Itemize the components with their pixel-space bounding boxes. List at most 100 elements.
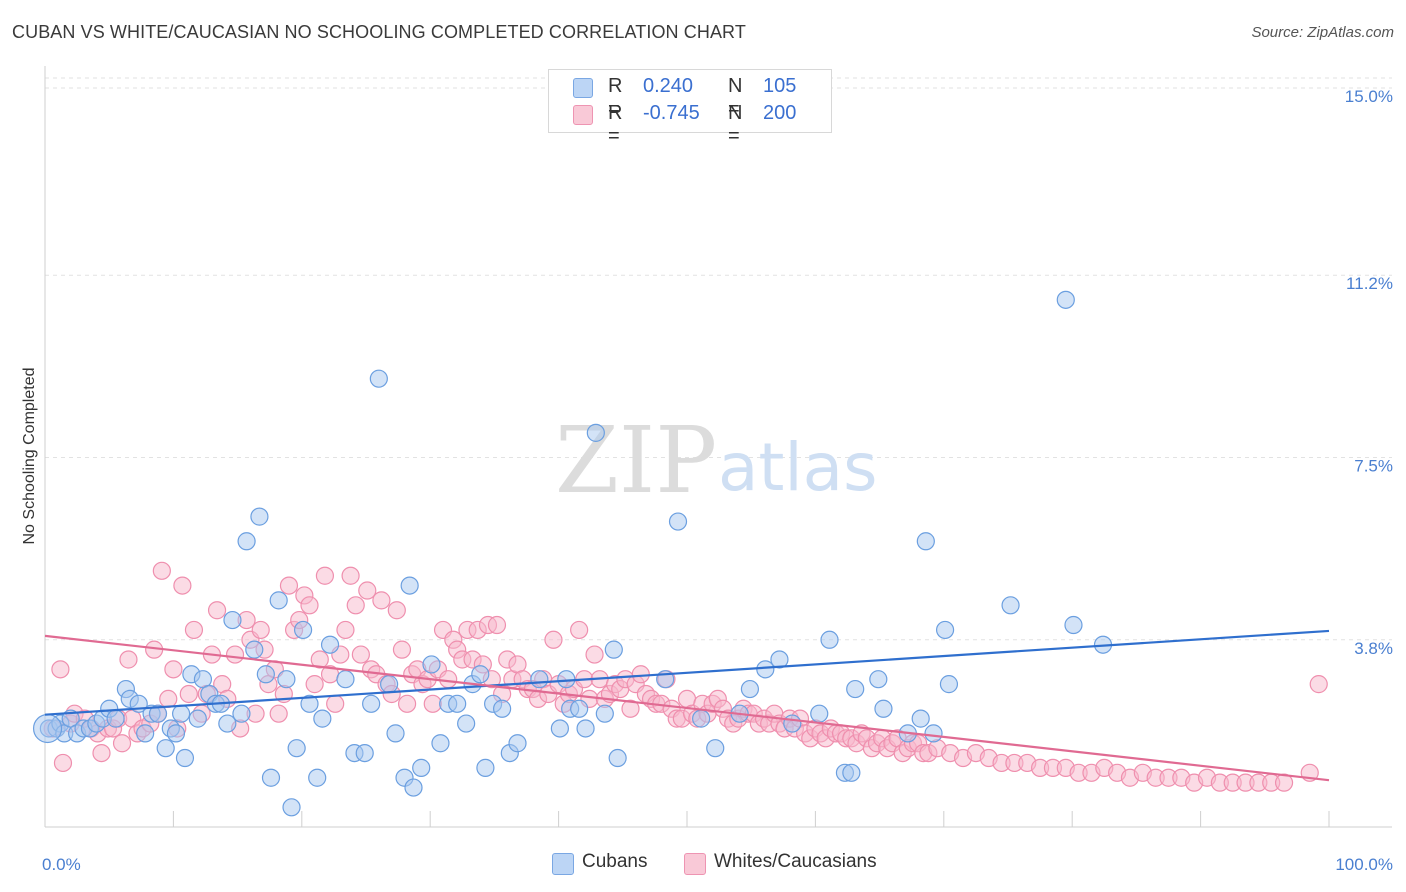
white-point (387, 601, 406, 620)
cuban-point (422, 655, 441, 674)
white-point (621, 699, 640, 718)
white-point (112, 734, 132, 753)
n-label: N = (728, 75, 743, 120)
n-value: 105 (763, 75, 797, 97)
cuban-point (668, 512, 688, 531)
white-point (225, 645, 245, 664)
cuban-point (448, 694, 467, 713)
cuban-point (166, 724, 186, 743)
cuban-point (277, 670, 296, 689)
x-tick-label-0: 0.0% (42, 855, 81, 874)
cuban-point (400, 576, 419, 595)
cuban-point (783, 714, 802, 733)
trend-lines (44, 629, 1330, 782)
n-value: 200 (763, 102, 797, 124)
cuban-point (530, 670, 549, 689)
cuban-point (595, 704, 614, 723)
cuban-point (369, 369, 388, 388)
cuban-point (508, 734, 527, 753)
white-point (269, 704, 288, 723)
cuban-point (820, 630, 839, 649)
cuban-point (313, 709, 332, 728)
white-point (487, 615, 507, 635)
y-tick-label-1: 11.2% (1346, 274, 1393, 293)
cuban-point (706, 739, 725, 758)
cuban-point (431, 734, 450, 753)
white-point (358, 581, 377, 600)
cuban-point (842, 763, 861, 782)
white-point (310, 650, 329, 669)
cuban-point (869, 670, 888, 689)
white-point (423, 694, 442, 713)
cuban-point (935, 620, 955, 640)
y-tick-label-3: 3.8% (1354, 639, 1393, 658)
cuban-point (148, 704, 168, 723)
legend-label-cubans: Cubans (582, 851, 648, 872)
cuban-point (476, 758, 495, 777)
cuban-point (237, 532, 256, 551)
r-label: R = (608, 102, 623, 147)
white-point (279, 576, 299, 595)
chart-title: CUBAN VS WHITE/CAUCASIAN NO SCHOOLING CO… (12, 22, 746, 42)
cuban-point (1001, 596, 1020, 615)
cuban-point (550, 719, 569, 738)
cuban-point (32, 713, 63, 744)
white-point (336, 620, 355, 640)
legend-swatch-cubans (573, 78, 593, 98)
white-point (152, 561, 171, 580)
axes (44, 66, 1392, 828)
cuban-point (740, 679, 760, 699)
cuban-point (939, 675, 959, 694)
white-point (326, 694, 345, 713)
cuban-point (471, 665, 490, 684)
cuban-point (911, 709, 930, 728)
cubans-points (32, 290, 1113, 817)
white-point (92, 743, 111, 763)
white-point (179, 684, 198, 704)
cuban-point (218, 714, 237, 733)
white-point (544, 630, 563, 649)
legend-label-whites: Whites/Caucasians (714, 851, 877, 872)
legend-swatch-cubans (552, 853, 574, 875)
cuban-point (692, 709, 711, 728)
cuban-point (916, 532, 935, 551)
cuban-point (608, 748, 627, 768)
cuban-point (412, 758, 431, 777)
white-point (119, 650, 138, 669)
white-point (251, 620, 270, 640)
white-point (439, 670, 458, 689)
r-value: -0.745 (643, 102, 700, 124)
cuban-point (604, 640, 623, 659)
white-point (392, 640, 412, 659)
cuban-point (320, 635, 340, 654)
y-axis-label: No Schooling Completed (21, 368, 38, 545)
y-tick-label-2: 7.5% (1354, 457, 1393, 476)
x-tick-label-1: 100.0% (1335, 855, 1393, 874)
watermark: ZIP atlas (555, 407, 878, 514)
cuban-point (756, 660, 775, 679)
n-label: N = (728, 102, 743, 147)
white-point (351, 645, 370, 664)
whites-points (43, 561, 1328, 792)
white-point (184, 620, 204, 640)
cubans-trend-line (44, 629, 1330, 716)
cuban-point (261, 768, 281, 787)
cuban-point (136, 724, 155, 743)
legend-swatch-whites (684, 853, 706, 875)
cuban-point (245, 640, 264, 659)
cuban-point (770, 650, 789, 669)
y-tick-label-0: 15.0% (1345, 87, 1393, 106)
cuban-point (586, 423, 605, 442)
white-point (341, 566, 360, 585)
cuban-point (846, 679, 865, 699)
r-label: R = (608, 75, 623, 120)
cuban-point (232, 704, 251, 723)
cuban-point (293, 620, 313, 640)
cuban-point (810, 704, 829, 723)
cuban-point (256, 665, 275, 684)
cuban-point (355, 743, 374, 763)
white-point (631, 665, 650, 684)
cuban-point (172, 704, 191, 723)
white-point (300, 596, 319, 615)
